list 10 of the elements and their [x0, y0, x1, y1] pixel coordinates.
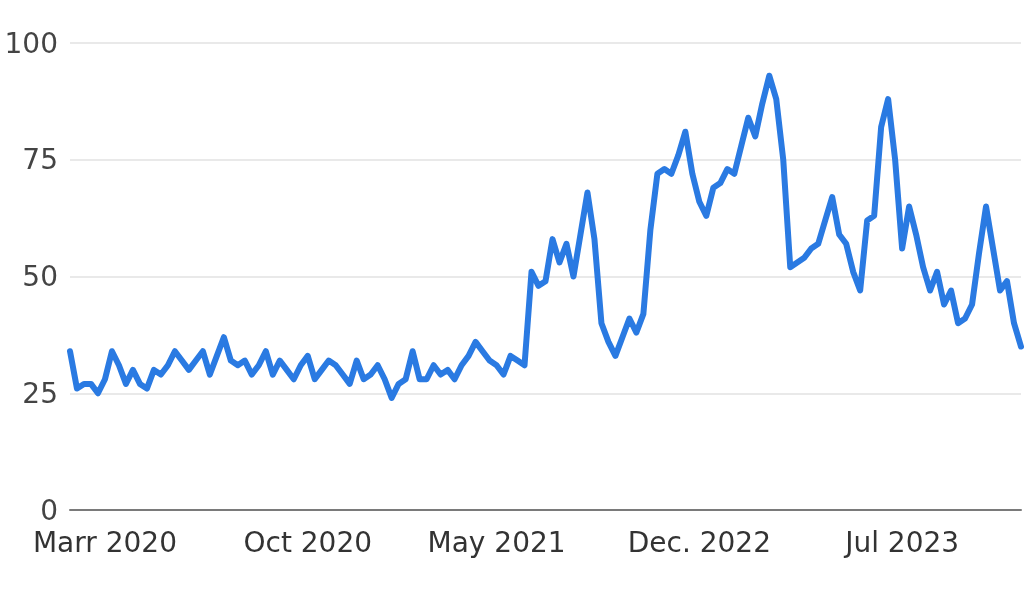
x-tick-label: Oct 2020	[243, 525, 373, 559]
y-tick-label: 100	[4, 26, 58, 60]
y-tick-label: 25	[22, 376, 58, 410]
y-tick-label: 0	[40, 493, 58, 527]
x-tick-label: Jul 2023	[843, 525, 960, 559]
x-tick-label: Marr 2020	[32, 525, 177, 559]
x-tick-label: May 2021	[427, 525, 566, 559]
x-tick-label: Dec. 2022	[627, 525, 771, 559]
y-tick-label: 50	[22, 260, 58, 293]
y-tick-label: 75	[22, 143, 58, 177]
